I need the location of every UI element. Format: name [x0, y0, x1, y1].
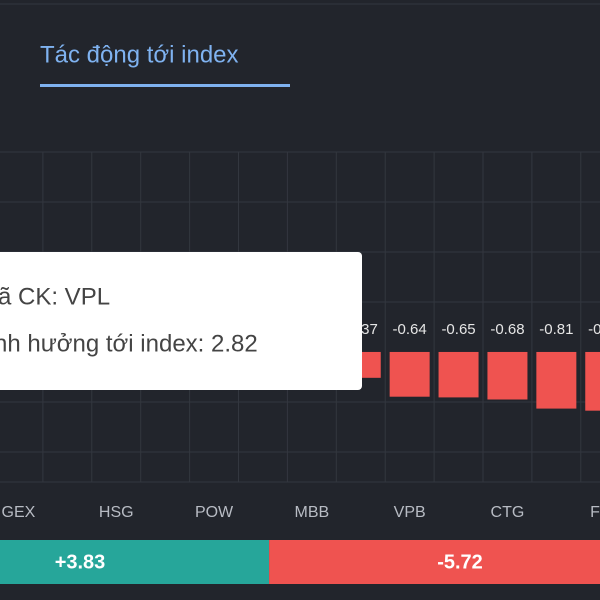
bar [487, 351, 528, 400]
tab-underline [40, 84, 290, 87]
bar [438, 351, 479, 398]
x-tick-label: POW [195, 504, 234, 521]
summary-up-label: +3.83 [55, 551, 106, 573]
x-tick-label: GEX [2, 504, 36, 521]
data-label: -0.64 [393, 321, 427, 338]
data-label: -0.84 [588, 321, 600, 338]
tooltip-box [0, 252, 362, 390]
tooltip-impact: Ảnh hưởng tới index: 2.82 [0, 328, 258, 357]
tab-title[interactable]: Tác động tới index [40, 41, 239, 68]
bar [536, 351, 577, 409]
tooltip: Mã CK: VPL Ảnh hưởng tới index: 2.82 [0, 252, 362, 390]
data-label: -0.81 [539, 321, 573, 338]
bar [585, 351, 600, 411]
x-tick-label: VPB [394, 504, 426, 521]
x-tick-label: CTG [491, 504, 525, 521]
x-tick-label: HSG [99, 504, 134, 521]
summary-down [269, 540, 600, 584]
summary-bar: +3.83 -5.72 [0, 540, 600, 584]
data-label: -0.68 [490, 321, 524, 338]
data-label: -0.65 [441, 321, 475, 338]
summary-down-label: -5.72 [437, 551, 483, 573]
tooltip-symbol: Mã CK: VPL [0, 283, 110, 310]
x-tick-label: MBB [295, 504, 330, 521]
x-tick-label: FPT [590, 504, 600, 521]
summary-up [0, 540, 270, 584]
bar [389, 351, 430, 397]
